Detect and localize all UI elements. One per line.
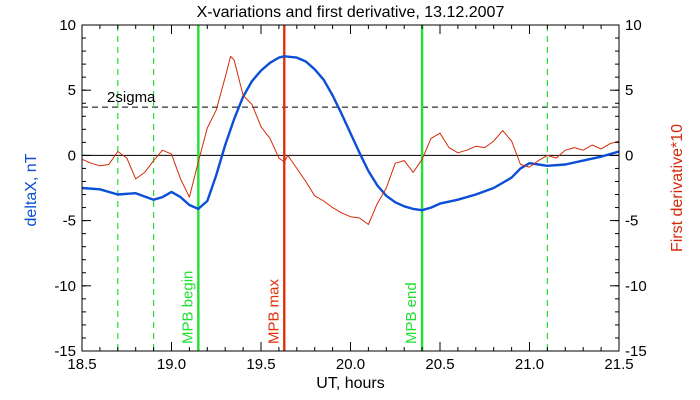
series-line-derivative (81, 55, 620, 225)
x-tick-label-6: 21.5 (604, 356, 633, 373)
y-tick-label-left-3: 0 (68, 147, 76, 164)
y-tick-label-left-5: 10 (59, 17, 76, 34)
y-axis-label-left: deltaX, nT (23, 153, 40, 226)
y-tick-label-left-2: -5 (63, 213, 76, 230)
y-tick-label-right-5: 10 (625, 17, 642, 34)
x-tick-label-3: 20.0 (336, 356, 365, 373)
y-tick-label-right-1: -10 (625, 278, 647, 295)
series-line-deltaX (81, 55, 620, 212)
y-axis-label-right: First derivative*10 (669, 124, 686, 252)
y-tick-label-right-0: -15 (625, 343, 647, 360)
y-tick-label-right-4: 5 (625, 82, 633, 99)
x-tick-label-4: 20.5 (425, 356, 454, 373)
x-axis-label: UT, hours (316, 375, 384, 392)
y-tick-label-right-3: 0 (625, 147, 633, 164)
x-tick-label-0: 18.5 (67, 356, 96, 373)
y-tick-label-left-0: -15 (54, 343, 76, 360)
y-tick-label-left-1: -10 (54, 278, 76, 295)
x-tick-label-5: 21.0 (515, 356, 544, 373)
x-tick-label-1: 19.0 (157, 356, 186, 373)
marker-label-2: MPB end (403, 282, 420, 344)
x-tick-label-2: 19.5 (246, 356, 275, 373)
marker-label-0: MPB begin (179, 271, 196, 344)
plot-frame (81, 24, 620, 352)
marker-label-1: MPB max (265, 278, 282, 344)
y-tick-label-right-2: -5 (625, 213, 638, 230)
threshold-label: 2sigma (107, 89, 156, 106)
y-tick-label-left-4: 5 (68, 82, 76, 99)
chart-title: X-variations and first derivative, 13.12… (197, 4, 505, 21)
